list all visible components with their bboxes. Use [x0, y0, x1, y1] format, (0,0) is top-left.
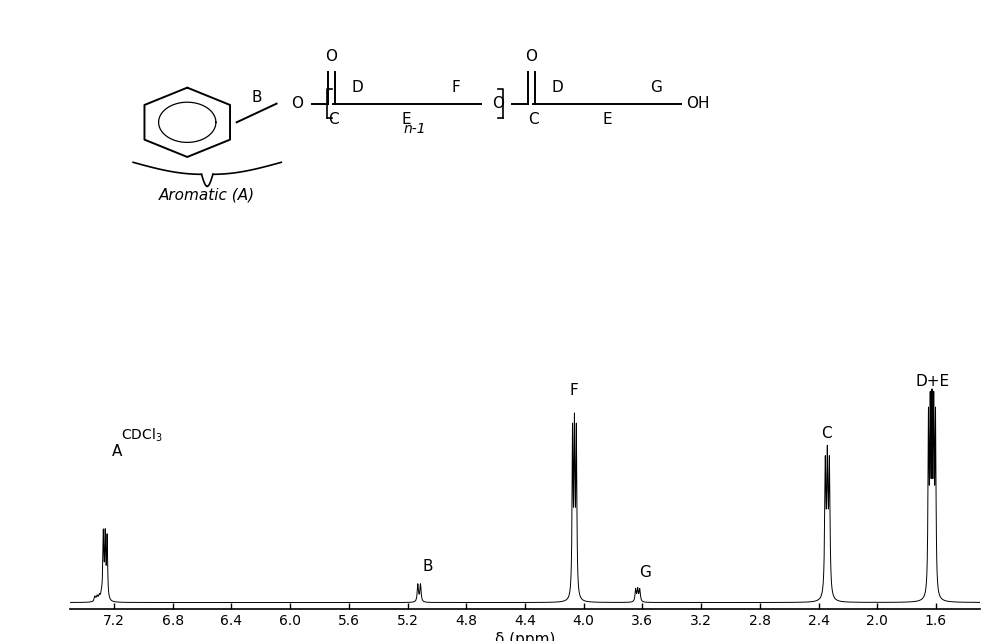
Text: F: F	[570, 383, 579, 399]
Text: Aromatic (A): Aromatic (A)	[159, 188, 255, 203]
Text: C: C	[528, 112, 538, 128]
Text: CDCl$_3$: CDCl$_3$	[121, 427, 163, 444]
Text: F: F	[452, 80, 460, 95]
Text: D: D	[552, 80, 564, 95]
Text: OH: OH	[686, 96, 710, 111]
Text: B: B	[251, 90, 262, 105]
Text: O: O	[492, 96, 504, 111]
Text: G: G	[651, 80, 662, 95]
Text: n-1: n-1	[403, 122, 426, 136]
Text: O: O	[325, 49, 337, 63]
Text: C: C	[821, 426, 832, 441]
Text: B: B	[423, 559, 433, 574]
Text: O: O	[526, 49, 538, 63]
Text: A: A	[112, 444, 122, 460]
Text: E: E	[402, 112, 412, 128]
Text: C: C	[328, 112, 339, 128]
Text: D+E: D+E	[916, 374, 950, 389]
Text: E: E	[602, 112, 612, 128]
Text: D: D	[351, 80, 363, 95]
X-axis label: δ (ppm): δ (ppm)	[495, 632, 555, 641]
Text: O: O	[291, 96, 303, 111]
Text: G: G	[639, 565, 651, 580]
